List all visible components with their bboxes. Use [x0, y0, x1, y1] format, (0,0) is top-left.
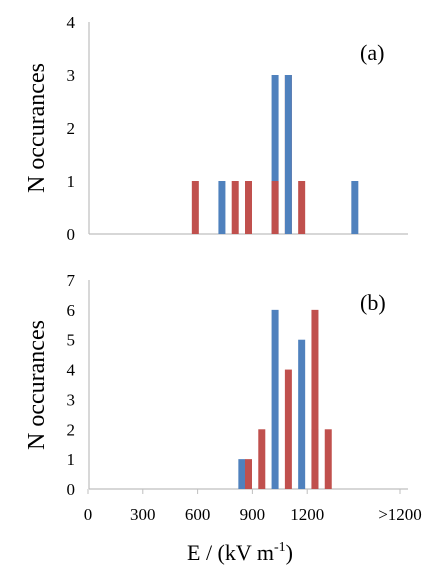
bar-red-400 — [191, 181, 199, 234]
bar-blue-700 — [271, 309, 279, 489]
bar-red-900 — [324, 429, 332, 489]
bar-red-550 — [231, 181, 239, 234]
y-tick-label: 0 — [67, 225, 76, 244]
x-tick-label: >1200 — [378, 505, 422, 524]
bar-red-700 — [271, 181, 279, 234]
y-tick-label: 1 — [67, 172, 76, 191]
x-tick-label: 900 — [240, 505, 266, 524]
y-tick-label: 6 — [67, 301, 76, 320]
panel-b-tag: (b) — [360, 290, 386, 315]
bar-blue-500 — [218, 181, 226, 234]
panel-b-y-ticks: 0 1 2 3 4 5 6 7 — [67, 271, 76, 499]
x-axis-label-main: E / (kV m — [187, 540, 274, 565]
bar-blue-800 — [298, 339, 306, 489]
panel-a-tag: (a) — [360, 40, 384, 65]
bar-red-600 — [245, 181, 252, 234]
y-tick-label: 4 — [67, 13, 76, 32]
x-axis-label-end: ) — [286, 540, 293, 565]
x-tick-label: 600 — [185, 505, 211, 524]
panel-a-bars — [191, 75, 359, 234]
bar-red-800 — [298, 181, 306, 234]
panel-a-y-axis-label: N occurances — [24, 63, 50, 193]
x-tick-label: 300 — [130, 505, 156, 524]
x-axis-label-sup: -1 — [274, 540, 286, 555]
y-tick-label: 1 — [67, 450, 76, 469]
bar-blue-700 — [271, 75, 279, 234]
x-tick-label: 1200 — [290, 505, 324, 524]
bar-red-750 — [284, 369, 292, 489]
y-tick-label: 5 — [67, 331, 76, 350]
panel-b-bars — [238, 309, 332, 489]
x-axis-label: E / (kV m-1) — [187, 540, 293, 565]
y-tick-label: 3 — [67, 390, 76, 409]
bar-blue-575 — [238, 459, 246, 489]
y-tick-label: 2 — [67, 420, 76, 439]
panel-b-y-axis-label: N occurances — [24, 320, 50, 450]
bar-blue-750 — [284, 75, 292, 234]
y-tick-label: 7 — [67, 271, 76, 290]
panel-b: 0 1 2 3 4 5 6 7 0 300 600 900 1200 >1200 (b) N occur… — [24, 271, 422, 565]
y-tick-label: 2 — [67, 119, 76, 138]
bar-red-850 — [311, 309, 319, 489]
bar-blue-1000 — [351, 181, 359, 234]
panel-b-x-ticks: 0 300 600 900 1200 >1200 — [84, 489, 422, 524]
panel-a-y-ticks: 0 1 2 3 4 — [67, 13, 76, 244]
y-tick-label: 3 — [67, 66, 76, 85]
x-tick-label: 0 — [84, 505, 93, 524]
bar-red-600 — [245, 459, 252, 489]
y-tick-label: 0 — [67, 480, 76, 499]
y-tick-label: 4 — [67, 361, 76, 380]
panel-a: 0 1 2 3 4 (a) N occurances — [24, 13, 408, 244]
bar-red-650 — [258, 429, 266, 489]
